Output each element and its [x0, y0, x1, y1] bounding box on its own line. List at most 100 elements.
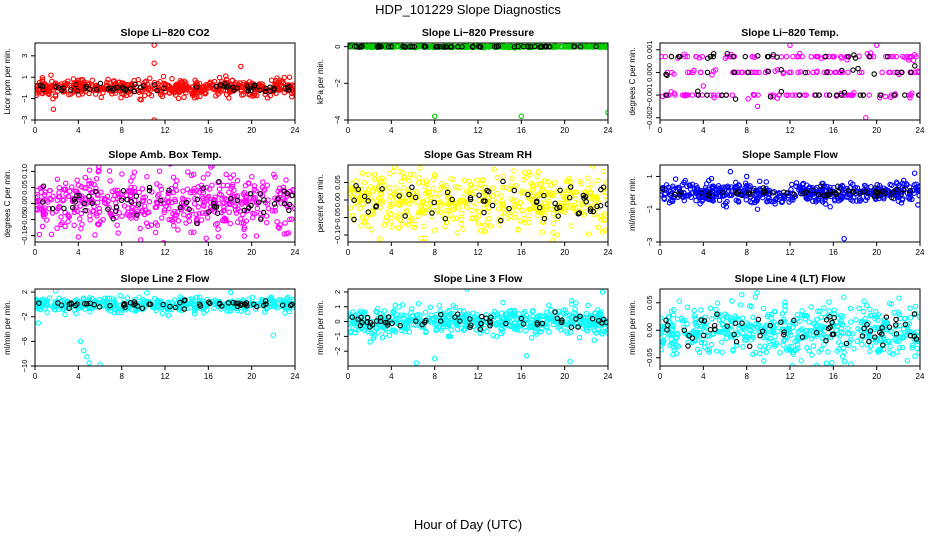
data-point [447, 44, 454, 50]
y-tick-label: 1 [645, 174, 654, 178]
data-point [396, 314, 402, 320]
data-point [868, 334, 874, 340]
y-tick-label: 3 [20, 54, 29, 58]
data-point [79, 91, 85, 97]
data-point [500, 178, 506, 185]
data-point [891, 92, 897, 98]
data-point [401, 44, 408, 50]
data-point [175, 95, 182, 102]
data-point [602, 325, 608, 331]
data-point [422, 319, 428, 326]
data-point [730, 53, 736, 60]
data-point [208, 199, 214, 206]
data-point [431, 113, 438, 120]
data-point [50, 193, 56, 200]
data-point [831, 53, 837, 60]
x-tick-label: 16 [517, 248, 526, 257]
data-point [520, 43, 527, 50]
data-point [803, 92, 809, 98]
data-point [576, 334, 583, 341]
data-point [515, 226, 521, 232]
data-point [260, 209, 267, 216]
data-point [213, 83, 220, 90]
data-point [595, 43, 602, 50]
data-point [198, 217, 205, 223]
data-point [72, 188, 78, 194]
data-point [841, 358, 848, 365]
data-point [518, 190, 524, 196]
data-point [707, 53, 714, 60]
data-point [436, 302, 443, 309]
data-point [504, 311, 510, 317]
data-point [222, 195, 228, 202]
y-tick-label: 0.05 [645, 295, 654, 310]
data-point [661, 196, 668, 202]
data-point [438, 311, 444, 318]
data-point [437, 318, 444, 324]
data-point [131, 88, 138, 95]
data-point [81, 185, 87, 191]
data-point [552, 43, 559, 49]
data-point [365, 190, 372, 197]
data-point [875, 317, 881, 323]
data-point [419, 207, 426, 213]
data-point [725, 188, 732, 194]
x-tick-label: 12 [474, 372, 483, 381]
data-point [215, 179, 221, 186]
data-point [137, 225, 143, 232]
data-point [41, 213, 47, 220]
data-point [485, 188, 492, 195]
data-point [554, 232, 560, 238]
data-point [907, 329, 914, 336]
data-point [103, 200, 109, 207]
data-point [375, 176, 381, 183]
data-point [203, 89, 209, 96]
data-point [87, 187, 93, 193]
data-point [127, 193, 133, 200]
data-point [440, 183, 446, 190]
data-point [379, 334, 386, 341]
data-point [724, 198, 730, 205]
data-point [537, 181, 543, 188]
data-point [422, 190, 429, 197]
data-point [282, 310, 288, 316]
data-point [893, 322, 899, 328]
data-point [774, 54, 780, 60]
data-point [154, 201, 161, 207]
data-point [402, 328, 408, 335]
x-tick-label: 0 [33, 248, 38, 257]
data-point [386, 185, 393, 191]
data-point [599, 289, 606, 295]
data-point [47, 85, 54, 92]
data-point [196, 294, 203, 300]
x-tick-label: 4 [701, 248, 706, 257]
data-point [359, 170, 366, 177]
data-point [747, 198, 753, 205]
data-point [813, 333, 820, 339]
data-point [777, 349, 783, 356]
data-point [693, 53, 700, 60]
data-point [821, 69, 827, 76]
data-point [193, 188, 199, 194]
data-point [850, 189, 856, 195]
x-tick-label: 16 [204, 372, 213, 381]
x-tick-label: 0 [33, 126, 38, 135]
data-point [685, 339, 691, 346]
y-axis-label: degrees C per min. [3, 169, 12, 237]
data-point [216, 178, 222, 185]
data-point [481, 209, 487, 216]
data-point [808, 304, 814, 310]
data-point [424, 197, 430, 203]
data-point [719, 316, 726, 323]
data-point [730, 346, 736, 353]
data-point [176, 82, 183, 88]
data-point [699, 336, 705, 343]
data-point [760, 305, 767, 312]
data-point [689, 190, 695, 196]
data-point [223, 171, 229, 178]
data-point [778, 88, 785, 95]
x-tick-label: 4 [389, 372, 394, 381]
data-point [35, 82, 40, 89]
